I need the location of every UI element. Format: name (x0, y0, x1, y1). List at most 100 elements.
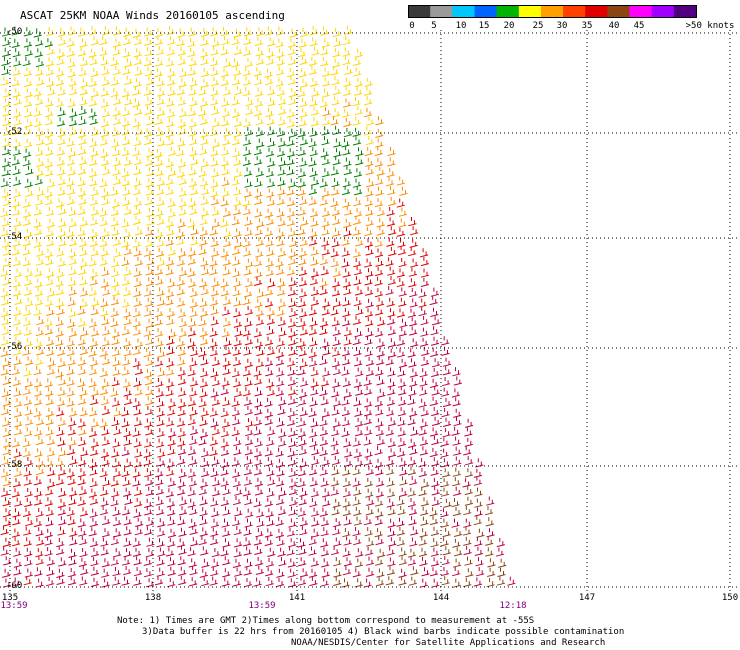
wind-barb (57, 127, 66, 138)
wind-barb (80, 447, 89, 457)
wind-barb (332, 498, 341, 508)
wind-barb (13, 306, 22, 317)
wind-barb (431, 578, 440, 588)
wind-barb (244, 336, 253, 346)
wind-barb (221, 97, 230, 107)
wind-barb (79, 247, 88, 257)
wind-barb (374, 238, 384, 248)
wind-barb (77, 496, 86, 506)
wind-barb (121, 298, 130, 308)
wind-barb (22, 448, 32, 458)
wind-barb (353, 448, 363, 458)
wind-barb (99, 178, 108, 188)
wind-barb (386, 206, 395, 217)
wind-barb (88, 527, 97, 537)
wind-barb (44, 528, 53, 538)
wind-barb (332, 358, 341, 368)
wind-barb (0, 468, 10, 478)
wind-barb (101, 196, 110, 206)
wind-barb (110, 477, 120, 487)
wind-barb (266, 488, 275, 498)
wind-barb (440, 567, 450, 577)
wind-barb (35, 416, 45, 426)
wind-barb (376, 477, 385, 487)
wind-barb (121, 576, 130, 586)
wind-barb (110, 556, 120, 566)
wind-barb (101, 76, 111, 86)
wind-barb (14, 426, 23, 436)
wind-barb (121, 326, 131, 336)
wind-barb (25, 165, 34, 176)
wind-barb (156, 186, 165, 196)
wind-barb (12, 206, 21, 216)
wind-barb (66, 37, 76, 48)
wind-barb (387, 308, 396, 318)
wind-barb (388, 196, 397, 207)
wind-barb (198, 107, 207, 117)
wind-barb (55, 76, 65, 86)
wind-barb (376, 568, 385, 578)
wind-barb (133, 438, 142, 448)
wind-barb (188, 247, 197, 257)
wind-barb (322, 77, 331, 87)
wind-barb (110, 56, 119, 67)
wind-barb (89, 517, 99, 527)
wind-barb (69, 108, 78, 118)
wind-barb (220, 428, 230, 438)
wind-barb (89, 177, 98, 187)
wind-barb (342, 297, 351, 307)
wind-barb (69, 455, 78, 466)
wind-barb (2, 537, 12, 547)
wind-barb (463, 577, 472, 588)
wind-barb (245, 97, 254, 107)
wind-barb (121, 238, 130, 248)
wind-barb (113, 248, 122, 258)
wind-barb (276, 495, 285, 506)
wind-barb (111, 278, 120, 288)
wind-barb (24, 488, 33, 498)
wind-barb (34, 567, 43, 577)
wind-barb (132, 547, 142, 557)
wind-barb (79, 507, 89, 517)
wind-barb (167, 76, 176, 86)
wind-barb (365, 217, 374, 227)
wind-barb (253, 466, 263, 476)
wind-barb (45, 396, 54, 406)
wind-barb (276, 87, 286, 97)
wind-barb (264, 336, 274, 346)
wind-barb (386, 237, 395, 247)
wind-barb (79, 407, 88, 417)
wind-barb (210, 188, 219, 198)
wind-barb (388, 417, 397, 427)
wind-barb (67, 166, 77, 176)
wind-barb (101, 436, 111, 446)
wind-barb (286, 108, 296, 118)
wind-barb (308, 56, 318, 66)
wind-barb (222, 136, 231, 146)
wind-barb (343, 117, 352, 128)
wind-barb (210, 497, 219, 507)
wind-barb (310, 176, 320, 186)
wind-barb (111, 198, 121, 208)
wind-barb (267, 37, 276, 47)
wind-barb (11, 537, 21, 547)
wind-barb (265, 267, 275, 277)
wind-barb (375, 297, 385, 307)
wind-barb (133, 267, 142, 277)
wind-barb (34, 448, 43, 458)
wind-barb (111, 76, 120, 86)
wind-barb (297, 128, 306, 138)
wind-barb (310, 557, 320, 567)
wind-barb (264, 447, 273, 457)
wind-barb (80, 287, 89, 297)
wind-barb (200, 158, 209, 168)
wind-barb (276, 196, 286, 206)
wind-barb (254, 76, 263, 86)
wind-barb (265, 147, 275, 157)
wind-barb (47, 287, 56, 297)
wind-barb (266, 378, 275, 388)
wind-barb (243, 188, 253, 198)
wind-barb (88, 26, 98, 36)
wind-barb (154, 266, 164, 276)
wind-barb (355, 147, 364, 157)
